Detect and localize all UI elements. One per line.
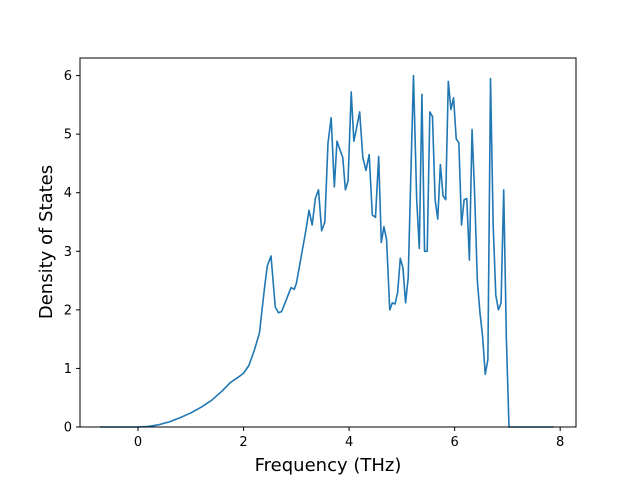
y-tick-label: 4	[64, 186, 72, 201]
series-line-0	[100, 74, 554, 428]
plot-area	[100, 74, 554, 428]
y-tick-label: 0	[64, 421, 72, 436]
x-tick-label: 2	[239, 435, 247, 450]
x-axis-ticks: 0 2 4 6 8	[134, 427, 564, 450]
y-tick-label: 2	[64, 303, 72, 318]
x-axis-label: Frequency (THz)	[255, 455, 402, 476]
y-tick-label: 6	[64, 69, 72, 84]
x-tick-label: 8	[556, 435, 564, 450]
y-axis-ticks: 0 1 2 3 4 5 6	[64, 69, 80, 436]
y-tick-label: 5	[64, 128, 72, 143]
y-tick-label: 3	[64, 245, 72, 260]
x-tick-label: 4	[345, 435, 353, 450]
y-tick-label: 1	[64, 362, 72, 377]
x-tick-label: 0	[134, 435, 142, 450]
plot-frame	[79, 57, 577, 428]
y-axis-label: Density of States	[36, 165, 57, 319]
x-tick-label: 6	[450, 435, 458, 450]
